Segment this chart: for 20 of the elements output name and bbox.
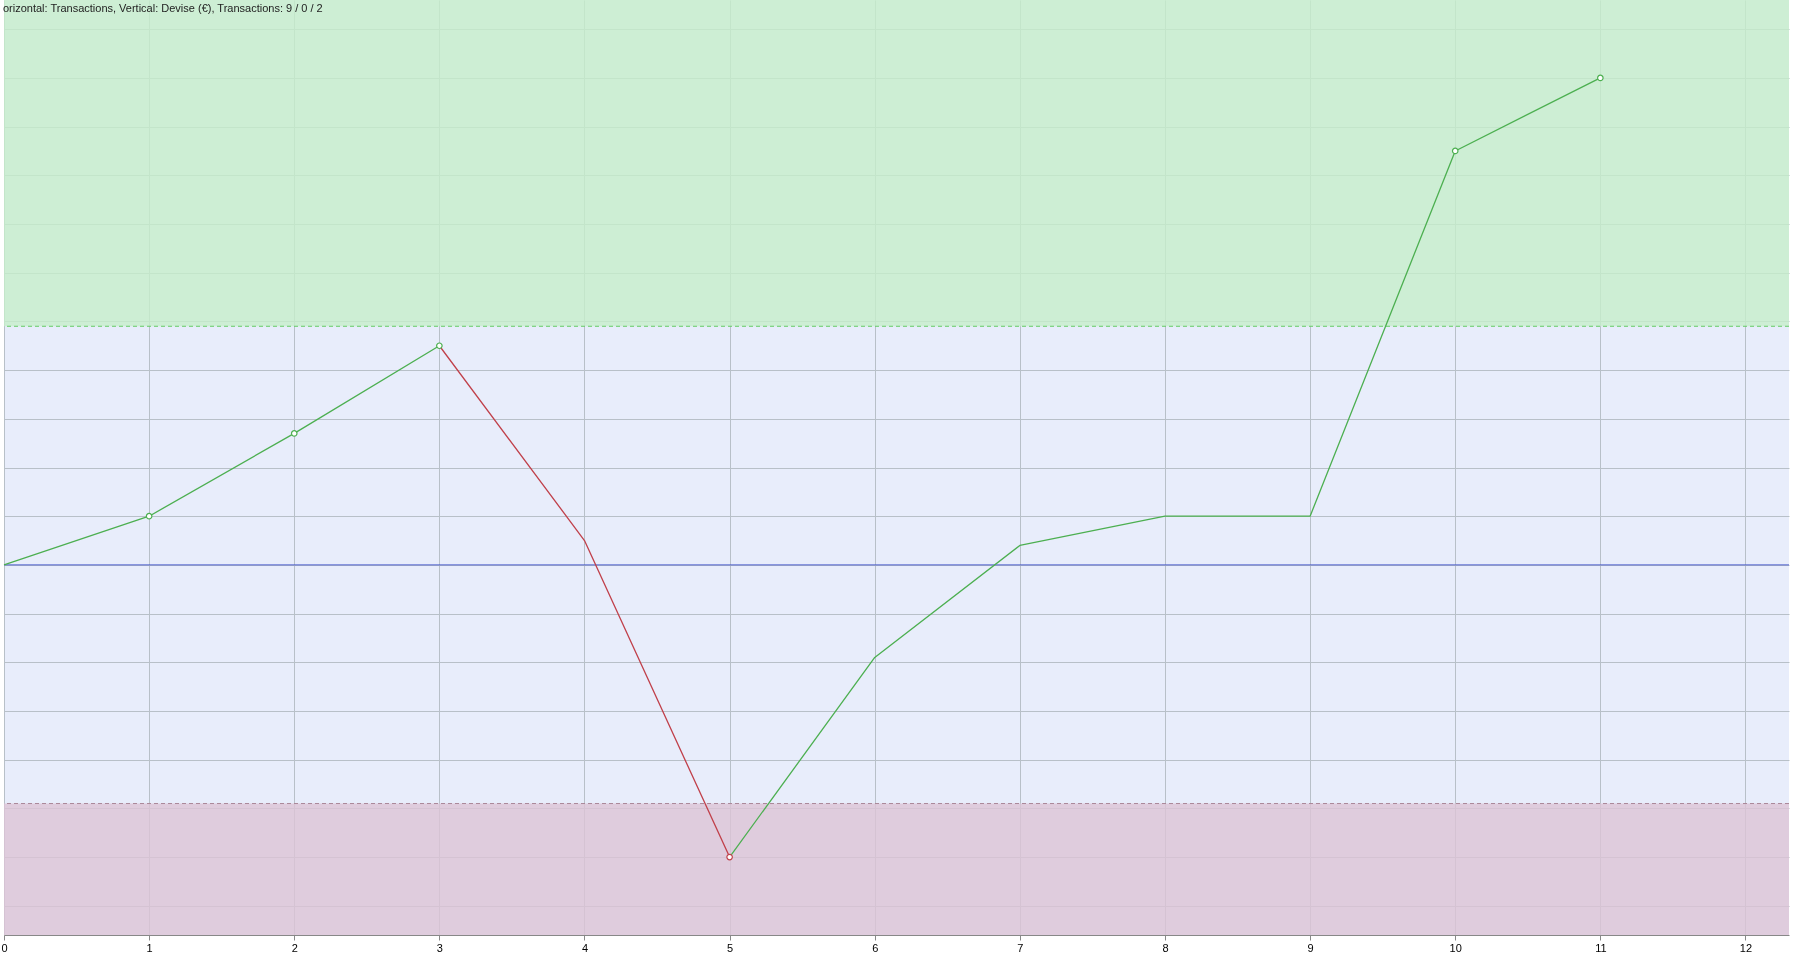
point: [1451, 147, 1459, 155]
x-tick-label: 4: [581, 941, 589, 954]
point: [145, 512, 153, 520]
x-tick-label: 0: [1, 941, 8, 954]
x-tick-label: 10: [1449, 941, 1462, 954]
point: [726, 853, 733, 861]
x-tick-label: 6: [872, 941, 879, 954]
x-tick-label: 3: [436, 941, 443, 954]
chart-title: orizontal: Transactions, Vertical: Devise (€), Transactions: 9 / 0 / 2: [2, 2, 323, 14]
x-tick-label: 7: [1017, 941, 1024, 954]
x-tick-label: 8: [1162, 941, 1169, 954]
point: [1597, 74, 1604, 82]
x-tick-label: 1: [146, 941, 153, 954]
point: [290, 430, 298, 437]
x-tick-label: 5: [727, 941, 734, 954]
point: [436, 342, 443, 350]
x-tick-label: 11: [1595, 941, 1607, 954]
x-tick-label: 12: [1739, 941, 1753, 954]
x-tick-label: 2: [291, 941, 298, 954]
x-tick-label: 9: [1307, 941, 1314, 954]
